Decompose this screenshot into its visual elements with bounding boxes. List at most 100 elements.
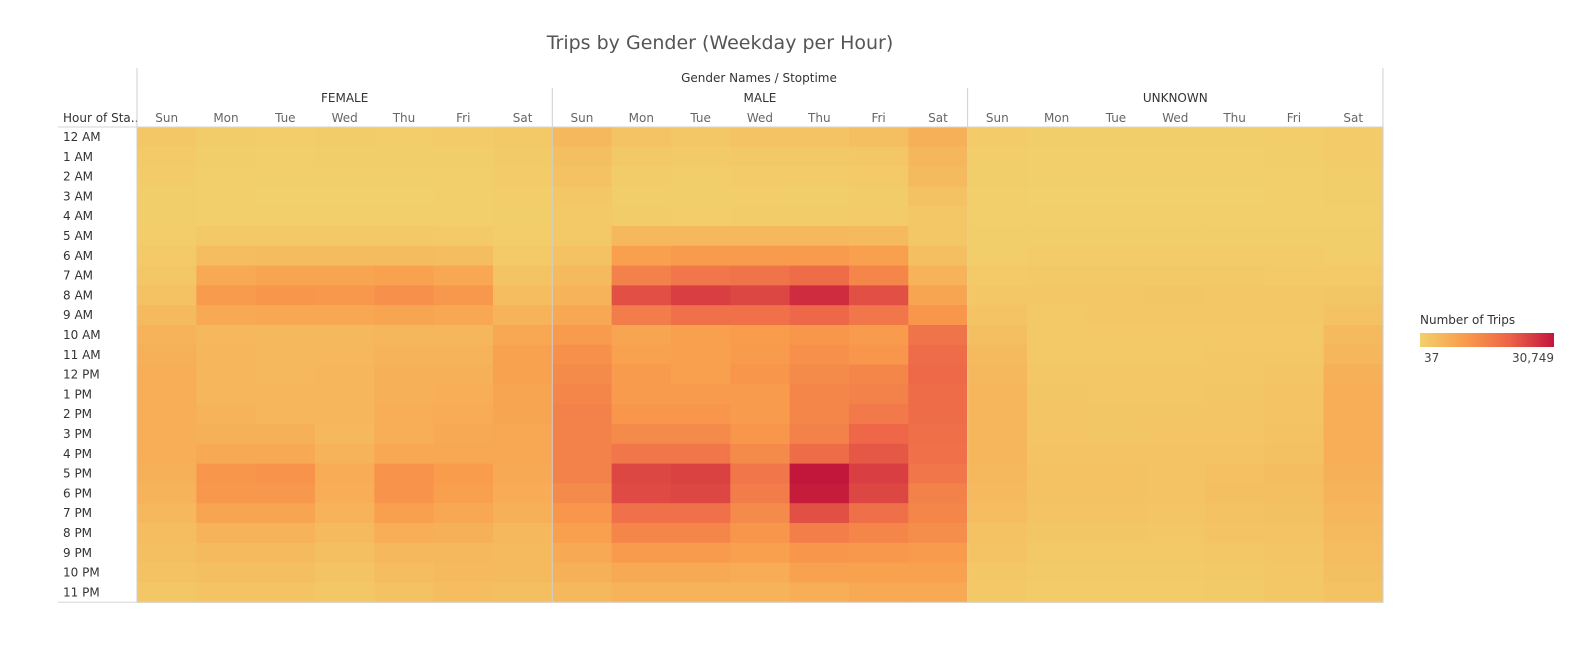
heatmap-cell [552, 305, 613, 326]
heatmap-cell [552, 206, 613, 227]
heatmap-cell [1323, 384, 1384, 405]
heatmap-cell [1145, 245, 1206, 267]
heatmap-cell [670, 562, 731, 583]
heatmap-cell [1086, 245, 1147, 267]
heatmap-cell [255, 364, 316, 385]
heatmap-cell [433, 404, 494, 425]
heatmap-cell [789, 542, 850, 564]
heatmap-cell [374, 127, 435, 148]
heatmap-cell [1086, 582, 1147, 603]
heatmap-cell [848, 226, 909, 247]
day-label: Fri [456, 111, 470, 125]
heatmap-cell [1145, 226, 1206, 247]
heatmap-cell [908, 542, 969, 564]
heatmap-cell [967, 384, 1028, 405]
heatmap-cell [314, 364, 375, 385]
heatmap-cell [1026, 364, 1087, 385]
heatmap-cell [552, 562, 613, 583]
heatmap-cell [1204, 424, 1265, 445]
heatmap-cell [670, 285, 731, 306]
heatmap-cell [1026, 146, 1087, 168]
heatmap-cell [908, 127, 969, 148]
heatmap-cell [967, 562, 1028, 583]
heatmap-cell [433, 562, 494, 583]
hour-label: 12 PM [63, 368, 100, 382]
heatmap-cell [789, 582, 850, 603]
heatmap-cell [1264, 186, 1325, 207]
heatmap-cell [1264, 166, 1325, 187]
heatmap-cell [137, 226, 197, 247]
group-label-male: MALE [744, 91, 777, 105]
heatmap-cell [433, 542, 494, 564]
heatmap-cell [848, 325, 909, 346]
heatmap-cell [1145, 424, 1206, 445]
heatmap-cell [255, 562, 316, 583]
heatmap-cell [1026, 344, 1087, 366]
heatmap-cell [1026, 582, 1087, 603]
heatmap-cell [611, 523, 672, 544]
heatmap-cell [492, 562, 553, 583]
heatmap-cell [314, 542, 375, 564]
day-labels: Sun Mon Tue Wed Thu Fri Sat Sun Mon Tue Wed Thu Fri S… [155, 111, 1363, 125]
heatmap-cell [730, 226, 791, 247]
heatmap-cell [1086, 542, 1147, 564]
legend-gradient-bar [1420, 333, 1554, 347]
heatmap-cell [1204, 206, 1265, 227]
heatmap-cell [433, 582, 494, 603]
heatmap-cell [137, 542, 197, 564]
heatmap-cell [196, 384, 257, 405]
heatmap-cell [789, 344, 850, 366]
heatmap-cell [196, 424, 257, 445]
heatmap-cell [196, 245, 257, 267]
heatmap-cell [908, 265, 969, 286]
heatmap-cell [730, 285, 791, 306]
heatmap-cell [137, 305, 197, 326]
heatmap-cell [552, 127, 613, 148]
heatmap-cell [314, 483, 375, 504]
heatmap-cell [433, 146, 494, 168]
heatmap-cell [1204, 542, 1265, 564]
heatmap-cell [196, 206, 257, 227]
heatmap-cell [255, 443, 316, 465]
group-label-unknown: UNKNOWN [1143, 91, 1208, 105]
heatmap-cell [1145, 265, 1206, 286]
heatmap-cell [196, 305, 257, 326]
heatmap-cell [1145, 503, 1206, 524]
heatmap-cell [1204, 186, 1265, 207]
heatmap-cell [1204, 463, 1265, 484]
heatmap-cell [1086, 265, 1147, 286]
heatmap-cell [433, 463, 494, 484]
heatmap-cell [255, 325, 316, 346]
heatmap-cell [967, 523, 1028, 544]
day-label: Sun [155, 111, 178, 125]
heatmap-cell [1026, 562, 1087, 583]
heatmap-cell [1323, 503, 1384, 524]
hour-label: 7 AM [63, 269, 93, 283]
heatmap-cell [1323, 344, 1384, 366]
heatmap-cell [433, 443, 494, 465]
heatmap-cell [1145, 344, 1206, 366]
heatmap-cell [908, 166, 969, 187]
heatmap-cell [433, 325, 494, 346]
heatmap-cell [611, 285, 672, 306]
heatmap-cell [433, 305, 494, 326]
heatmap-cell [670, 127, 731, 148]
hour-label: 3 AM [63, 189, 93, 203]
heatmap-cell [196, 325, 257, 346]
heatmap-cell [137, 206, 197, 227]
day-label: Mon [629, 111, 654, 125]
heatmap-cell [374, 265, 435, 286]
heatmap-cell [908, 305, 969, 326]
heatmap-cell [1323, 582, 1384, 603]
heatmap-cell [1086, 384, 1147, 405]
heatmap-cell [1204, 523, 1265, 544]
heatmap-cell [374, 404, 435, 425]
heatmap-cell [670, 443, 731, 465]
heatmap-cell [1026, 325, 1087, 346]
heatmap-cell [314, 146, 375, 168]
heatmap-cell [314, 424, 375, 445]
group-labels: FEMALE MALE UNKNOWN [321, 91, 1208, 105]
heatmap-cell [730, 582, 791, 603]
heatmap-cell [374, 344, 435, 366]
heatmap-cell [1026, 404, 1087, 425]
